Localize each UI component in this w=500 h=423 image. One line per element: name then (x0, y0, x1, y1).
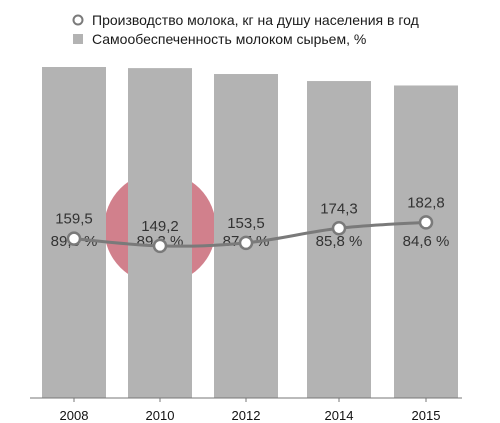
line-value-label-2014: 174,3 (320, 200, 358, 217)
x-tick-label-2008: 2008 (60, 408, 89, 423)
x-tick-label-2015: 2015 (412, 408, 441, 423)
legend-line-marker-icon (72, 14, 84, 26)
bar-2014 (307, 81, 371, 398)
bar-2015 (394, 85, 458, 399)
bars-group (42, 67, 458, 399)
legend-bar-marker-icon (73, 34, 83, 44)
line-value-label-2012: 153,5 (227, 215, 265, 232)
line-point-2015 (418, 215, 434, 230)
bar-2010 (128, 68, 192, 398)
x-axis-ticks: 2008 2010 2012 2014 2015 (60, 398, 441, 423)
bar-value-label-2015: 84,6 % (403, 233, 450, 250)
x-tick-label-2014: 2014 (325, 408, 354, 423)
line-point-2012 (238, 235, 254, 251)
line-point-2014 (331, 221, 347, 236)
x-tick-label-2010: 2010 (146, 408, 175, 423)
line-point-2010 (152, 238, 168, 254)
line-value-label-2015: 182,8 (407, 194, 445, 211)
line-value-label-2010: 149,2 (141, 218, 179, 235)
line-series-group: 159,5 149,2 153,5 174,3 182,8 (55, 194, 445, 254)
x-tick-label-2012: 2012 (232, 408, 261, 423)
line-point-2008 (66, 231, 82, 246)
legend-line-label: Производство молока, кг на душу населени… (92, 12, 419, 28)
line-value-label-2008: 159,5 (55, 211, 93, 228)
legend-bar-label: Самообеспеченность молоком сырьем, % (92, 31, 366, 47)
bar-value-label-2014: 85,8 % (316, 233, 363, 250)
legend: Производство молока, кг на душу населени… (72, 12, 419, 47)
